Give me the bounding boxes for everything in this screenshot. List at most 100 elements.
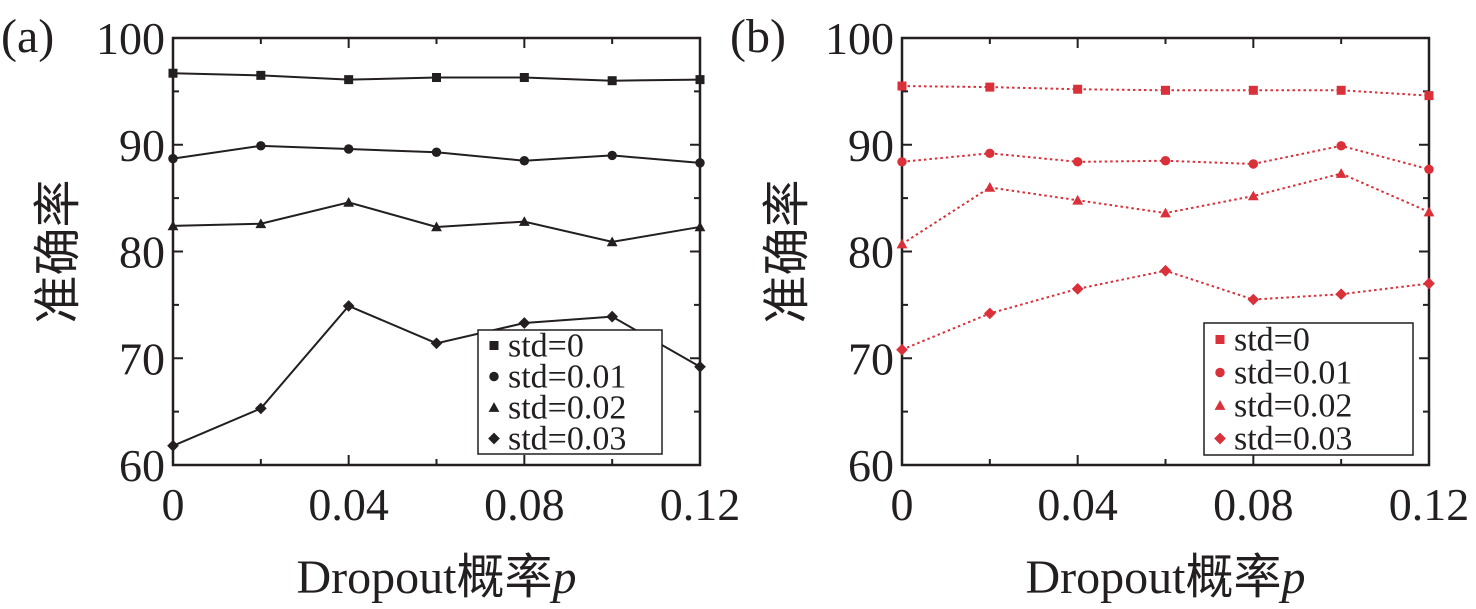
legend-entry: std=0 [508, 328, 584, 365]
data-point [1247, 190, 1259, 201]
data-point [430, 337, 443, 350]
data-point [255, 218, 267, 229]
data-point [518, 216, 530, 226]
data-point [1072, 157, 1083, 167]
data-point [985, 148, 995, 159]
data-point [896, 238, 908, 249]
data-point [1073, 84, 1083, 94]
series-std=0.03 [896, 264, 1435, 356]
x-axis-title-variable: p [1279, 551, 1306, 604]
data-point [1248, 159, 1259, 169]
panel-a: 0 0.04 0.08 0.12 60 70 80 90 100 (a) 准确率 Dropout概率p… [1, 10, 740, 604]
data-point [985, 82, 995, 92]
x-tick-label: 0.12 [1389, 479, 1470, 530]
data-point [256, 141, 266, 151]
legend-box [477, 329, 663, 455]
legend-marker [488, 432, 500, 445]
x-axis-title: Dropout概率p [1026, 551, 1306, 604]
legend-entry: std=0.03 [508, 421, 626, 458]
y-tick-label: 90 [119, 120, 165, 171]
legend-entry: std=0.02 [1234, 388, 1352, 425]
data-point [344, 75, 354, 85]
legend-marker [1215, 335, 1225, 344]
series-std=0 [897, 81, 1434, 101]
y-tick-label: 90 [848, 120, 894, 171]
data-point [256, 70, 266, 80]
y-tick-label: 80 [119, 227, 165, 278]
data-point [1424, 164, 1434, 175]
y-tick-label: 80 [848, 227, 894, 278]
series-std=0.02 [167, 196, 706, 247]
legend-marker [489, 371, 499, 382]
y-tick-label: 100 [825, 13, 894, 64]
data-point [1160, 207, 1171, 218]
data-point [1072, 194, 1084, 205]
series-std=0.02 [896, 168, 1435, 249]
data-point [1161, 85, 1170, 95]
x-axis-title-text: Dropout概率 [1026, 551, 1282, 604]
data-point [1336, 85, 1346, 95]
data-point [896, 343, 908, 356]
data-point [984, 182, 996, 192]
y-tick-label: 100 [96, 13, 165, 64]
legend-entry: std=0 [1234, 322, 1310, 359]
data-point [897, 81, 907, 91]
x-tick-label: 0 [162, 479, 185, 530]
legend-entry: std=0.01 [1234, 355, 1352, 392]
legend-marker [488, 402, 500, 412]
data-point [695, 158, 705, 168]
panel-b: 0 0.04 0.08 0.12 60 70 80 90 100 (b) 准确率 Dropout概率p… [730, 10, 1469, 604]
data-point [1424, 91, 1434, 101]
data-point [1160, 156, 1171, 166]
y-tick-label: 60 [119, 440, 165, 491]
legend-entry: std=0.01 [508, 359, 626, 396]
legend-box [1203, 322, 1414, 456]
series-std=0 [168, 68, 705, 86]
data-point [897, 157, 907, 167]
data-point [342, 300, 355, 312]
legend-entry: std=0.03 [1234, 421, 1352, 458]
x-tick-label: 0.04 [1037, 479, 1118, 530]
x-tick-label: 0.12 [660, 479, 741, 530]
data-point [607, 150, 617, 161]
legend-entry: std=0.02 [508, 390, 626, 427]
data-point [1248, 85, 1258, 95]
data-point [606, 310, 619, 323]
x-axis-title-text: Dropout概率 [297, 551, 553, 604]
x-tick-label: 0 [891, 479, 914, 530]
series-std=0.01 [168, 141, 705, 168]
data-point [431, 147, 442, 157]
legend-marker [1215, 367, 1225, 378]
y-tick-label: 70 [848, 333, 894, 384]
x-axis-title: Dropout概率p [297, 551, 577, 604]
panel-label: (a) [1, 10, 54, 63]
data-point [606, 236, 618, 247]
data-point [1071, 283, 1084, 295]
x-tick-label: 0.04 [308, 479, 389, 530]
y-tick-label: 70 [119, 333, 165, 384]
data-point [1335, 168, 1347, 178]
data-point [1247, 293, 1260, 306]
x-tick-label: 0.08 [1213, 479, 1294, 530]
y-axis-title: 准确率 [761, 179, 814, 323]
data-point [607, 76, 617, 86]
data-point [343, 144, 354, 154]
data-point [1335, 288, 1348, 301]
data-point [1159, 264, 1172, 277]
data-point [694, 360, 706, 373]
data-point [519, 156, 530, 166]
legend-marker [1214, 400, 1226, 410]
x-tick-label: 0.08 [484, 479, 565, 530]
data-point [431, 221, 442, 232]
series-std=0.01 [897, 141, 1434, 175]
data-point [519, 72, 529, 82]
data-point [343, 196, 355, 207]
data-point [694, 221, 706, 232]
x-axis-title-variable: p [550, 551, 577, 604]
panel-label: (b) [730, 10, 786, 63]
legend-marker [1214, 432, 1226, 445]
data-point [167, 220, 179, 231]
